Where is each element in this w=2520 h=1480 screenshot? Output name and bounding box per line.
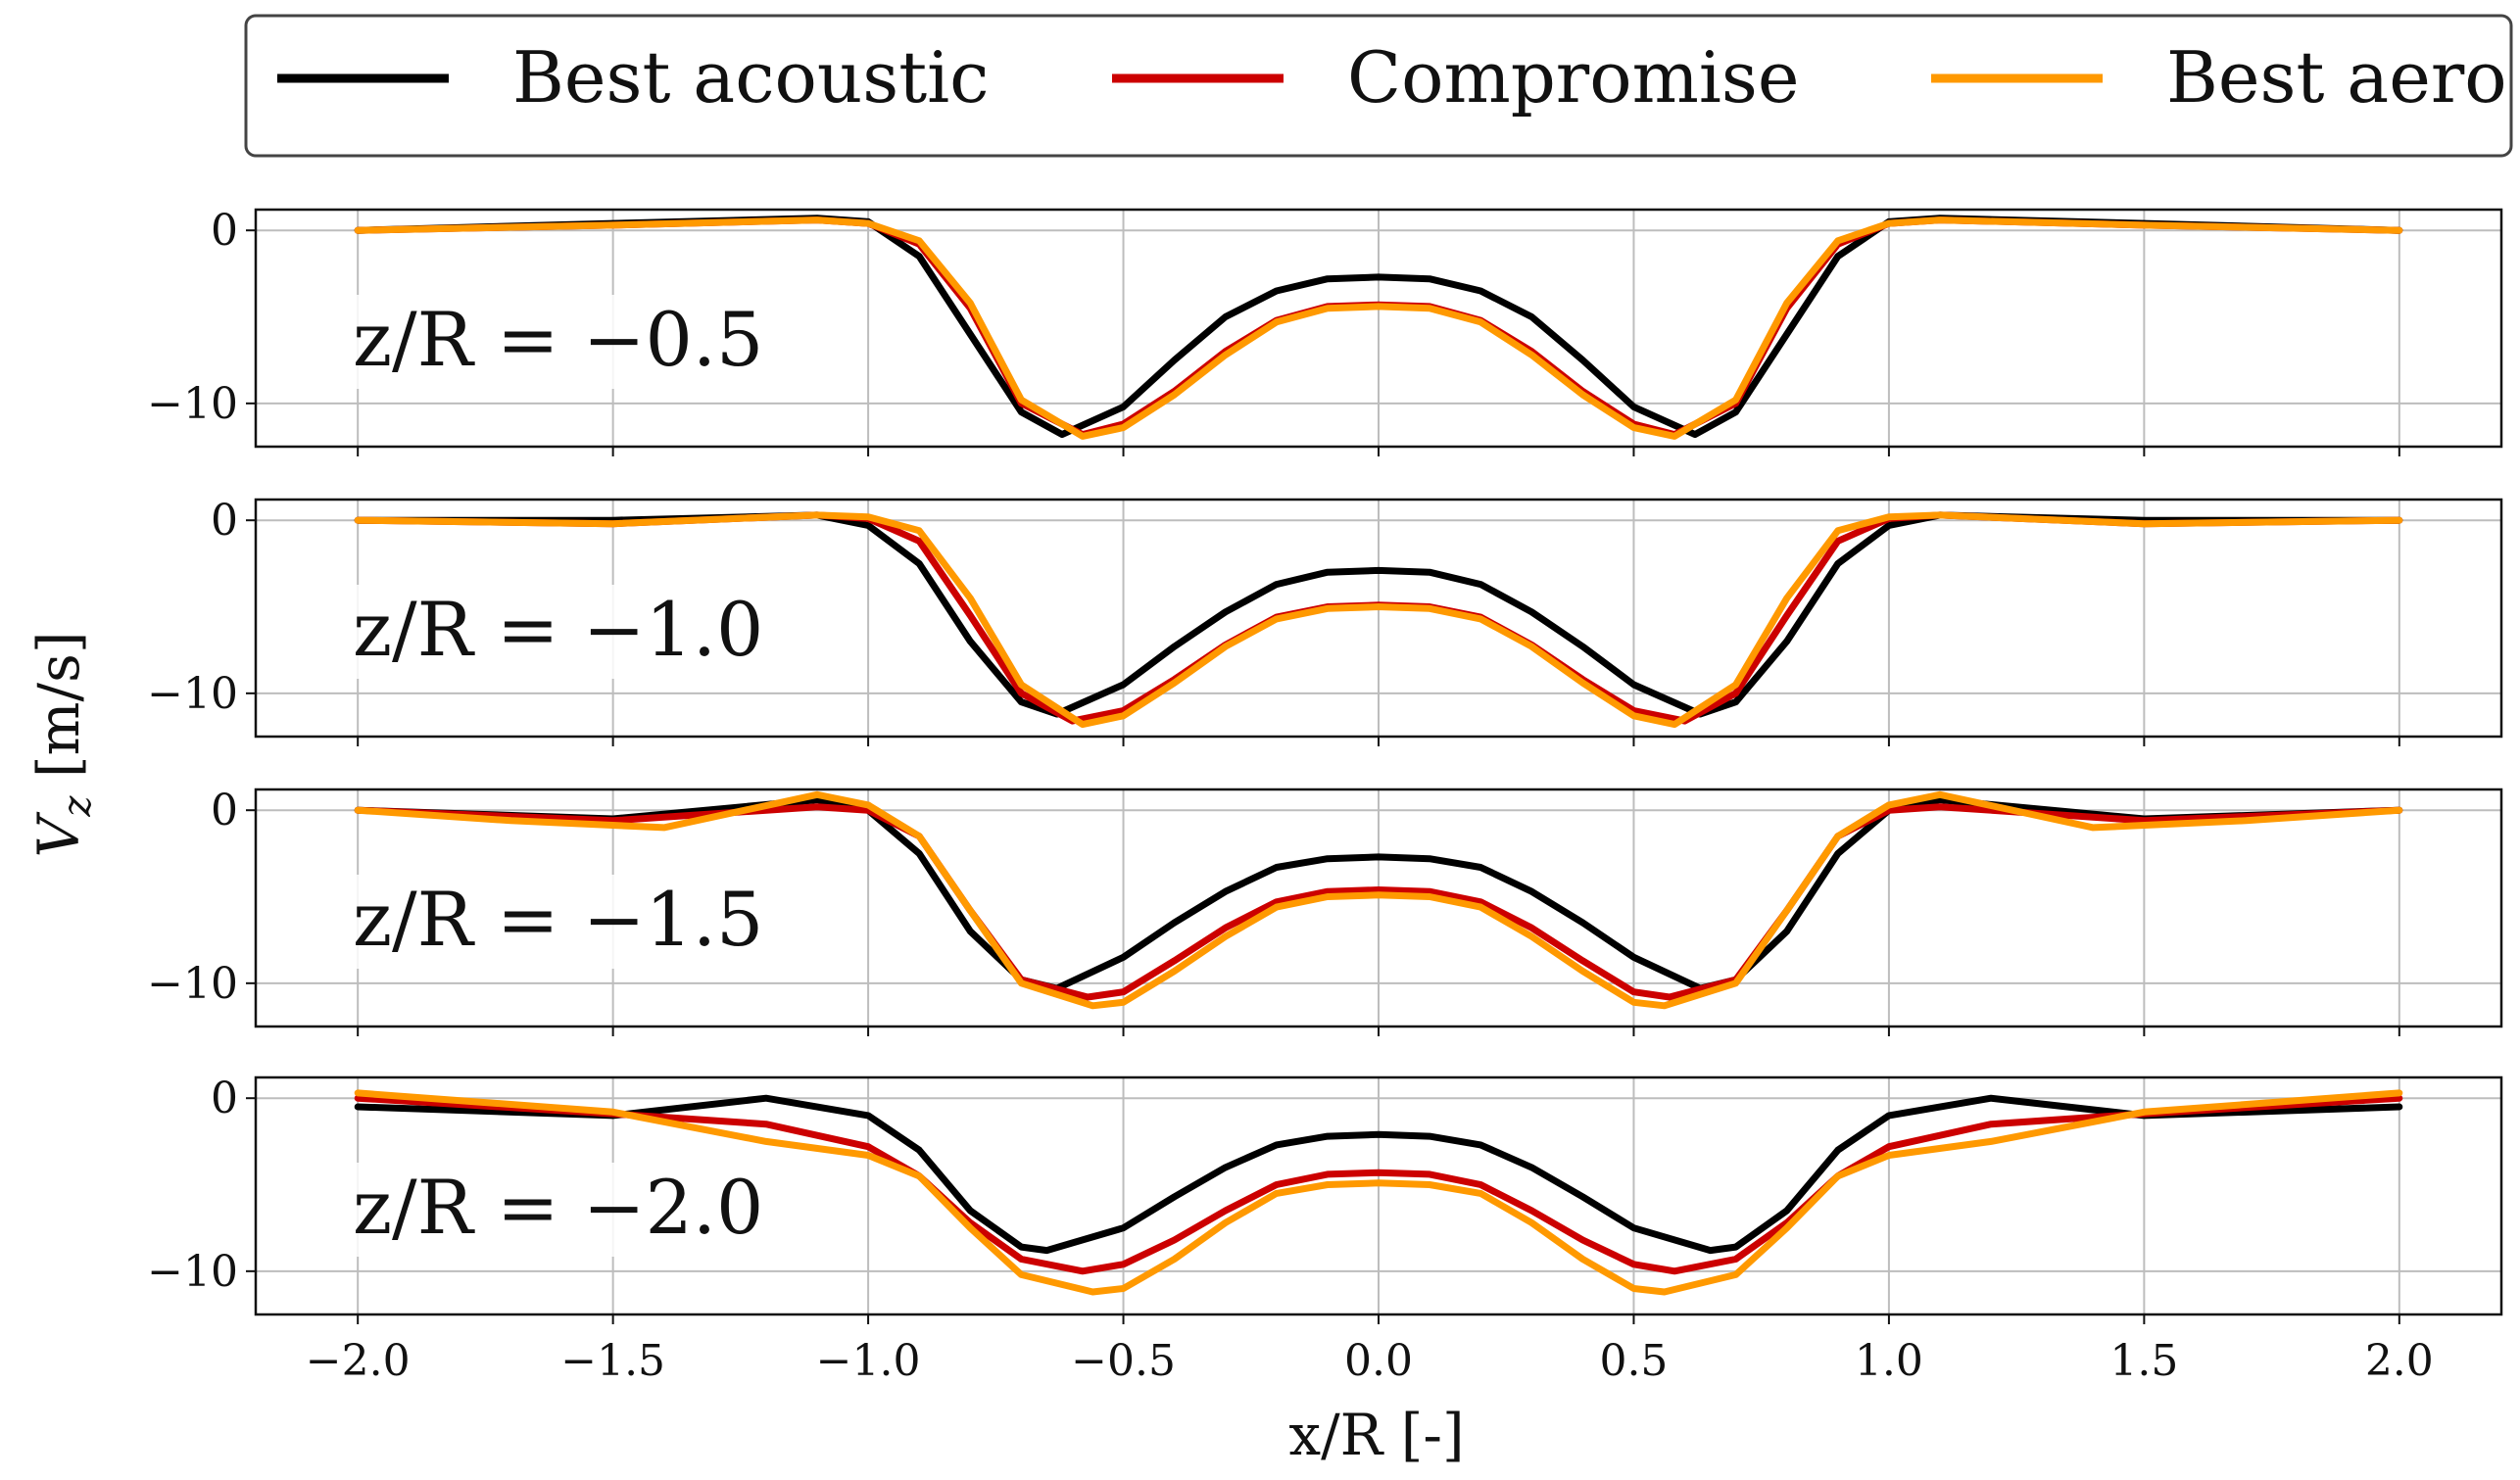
y-tick-label: −10 <box>147 669 238 719</box>
series-line-best-aero <box>354 216 2403 440</box>
panel-3: 0 −10 z/R = −1.5 <box>147 786 2503 1036</box>
series-group <box>354 215 2403 440</box>
y-tick-label: 0 <box>211 786 238 835</box>
y-tick-label: 0 <box>211 496 238 546</box>
panel-frame <box>254 788 2503 1028</box>
x-tick-label: −2.0 <box>306 1336 411 1386</box>
series-line-best-acoustic <box>354 511 2403 718</box>
legend-item-compromise: Compromise <box>1112 36 1799 119</box>
series-line-best-aero <box>354 1089 2403 1296</box>
x-tick-label: 1.0 <box>1855 1336 1923 1386</box>
panel-4: 0 −10 z/R = −2.0 <box>147 1074 2503 1324</box>
panel-label: z/R = −2.0 <box>353 1164 763 1251</box>
series-line-best-acoustic <box>354 1094 2403 1255</box>
panel-label-bg <box>338 585 769 679</box>
legend: Best acoustic Compromise Best aero <box>244 14 2513 158</box>
panel-label-bg <box>338 1163 769 1257</box>
series-group <box>354 790 2403 1010</box>
panel-label: z/R = −1.0 <box>353 586 763 673</box>
x-tick-label: 0.5 <box>1599 1336 1668 1386</box>
y-tick-label: 0 <box>211 206 238 256</box>
x-tick-label: −0.5 <box>1071 1336 1176 1386</box>
x-axis-title: x/R [-] <box>1288 1402 1464 1468</box>
x-tick-label: 2.0 <box>2365 1336 2434 1386</box>
series-group <box>354 1089 2403 1296</box>
panel-frame <box>254 498 2503 739</box>
x-tick-label: −1.5 <box>560 1336 665 1386</box>
panel-2: 0 −10 z/R = −1.0 <box>147 496 2503 746</box>
legend-frame <box>244 14 2513 158</box>
panel-label: z/R = −1.5 <box>353 876 763 963</box>
legend-label-best-aero: Best aero <box>2166 36 2507 119</box>
y-tick-label: −10 <box>147 959 238 1009</box>
x-axis: −2.0 −1.5 −1.0 −0.5 0.0 0.5 1.0 1.5 2.0 <box>306 1336 2434 1386</box>
panel-label-bg <box>338 295 769 389</box>
y-tick-label: 0 <box>211 1074 238 1123</box>
series-line-best-aero <box>354 790 2403 1010</box>
series-line-best-aero <box>354 511 2403 729</box>
legend-item-best-aero: Best aero <box>1931 36 2507 119</box>
x-tick-label: −1.0 <box>816 1336 921 1386</box>
panel-label: z/R = −0.5 <box>353 296 763 383</box>
series-line-best-acoustic <box>354 796 2403 992</box>
panel-frame <box>254 1075 2503 1316</box>
legend-label-best-acoustic: Best acoustic <box>512 36 990 119</box>
x-tick-label: 0.0 <box>1344 1336 1413 1386</box>
y-tick-label: −10 <box>147 379 238 429</box>
panel-label-bg <box>338 875 769 969</box>
panels: 0 −10 z/R = −0.5 0 −10 z/R = −1.0 0 −10 z/R = −1… <box>147 206 2503 1324</box>
x-tick-label: 1.5 <box>2109 1336 2178 1386</box>
panel-1: 0 −10 z/R = −0.5 <box>147 206 2503 456</box>
series-group <box>354 511 2403 729</box>
legend-item-best-acoustic: Best acoustic <box>277 36 990 119</box>
y-tick-label: −10 <box>147 1247 238 1297</box>
series-line-best-acoustic <box>354 215 2403 439</box>
legend-label-compromise: Compromise <box>1347 36 1799 119</box>
y-axis-title: Vz [m/s] <box>25 632 100 858</box>
panel-frame <box>254 208 2503 449</box>
